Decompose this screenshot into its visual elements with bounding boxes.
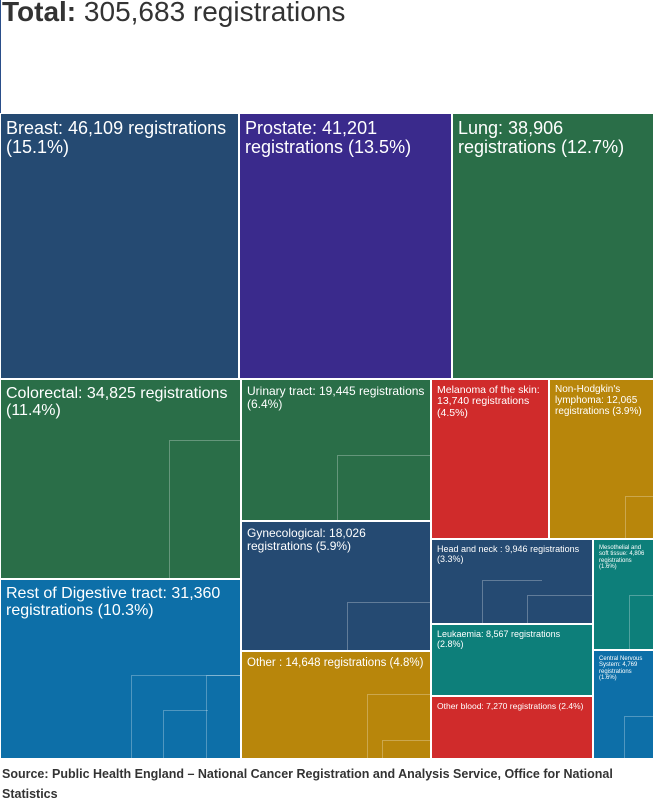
tile-subdivision bbox=[163, 710, 208, 758]
tile-head-and-neck[interactable]: Head and neck : 9,946 registrations (3.3… bbox=[431, 539, 593, 624]
tile-other-blood[interactable]: Other blood: 7,270 registrations (2.4%) bbox=[431, 696, 593, 759]
tile-label-colorectal: Colorectal: 34,825 registrations (11.4%) bbox=[6, 385, 228, 420]
tile-subdivision bbox=[347, 602, 430, 650]
tile-label-mesothelial-soft-tissue: Mesothelial and soft tissue: 4,806 regis… bbox=[599, 545, 645, 571]
tile-label-breast: Breast: 46,109 registrations (15.1%) bbox=[6, 118, 227, 158]
tile-lung[interactable]: Lung: 38,906 registrations (12.7%) bbox=[452, 113, 654, 379]
tile-subdivision bbox=[367, 694, 430, 758]
tile-label-rest-of-digestive-tract: Rest of Digestive tract: 31,360 registra… bbox=[6, 585, 221, 620]
tile-subdivision bbox=[625, 496, 653, 538]
tile-label-gynecological: Gynecological: 18,026 registrations (5.9… bbox=[247, 526, 366, 553]
tile-label-leukaemia: Leukaemia: 8,567 registrations (2.8%) bbox=[437, 629, 561, 649]
tile-leukaemia[interactable]: Leukaemia: 8,567 registrations (2.8%) bbox=[431, 624, 593, 696]
tile-label-lung: Lung: 38,906 registrations (12.7%) bbox=[458, 118, 625, 158]
tile-label-head-and-neck: Head and neck : 9,946 registrations (3.3… bbox=[437, 544, 580, 564]
tile-subdivision bbox=[131, 675, 240, 758]
tile-other[interactable]: Other : 14,648 registrations (4.8%) bbox=[241, 651, 431, 759]
tile-subdivision bbox=[482, 580, 542, 623]
source-note: Source: Public Health England – National… bbox=[2, 767, 613, 801]
tile-subdivision bbox=[382, 740, 430, 758]
tile-subdivision bbox=[629, 595, 653, 649]
tile-gynecological[interactable]: Gynecological: 18,026 registrations (5.9… bbox=[241, 521, 431, 651]
tile-rest-of-digestive-tract[interactable]: Rest of Digestive tract: 31,360 registra… bbox=[0, 579, 241, 759]
tile-colorectal[interactable]: Colorectal: 34,825 registrations (11.4%) bbox=[0, 379, 241, 579]
chart-title: Total: 305,683 registrations bbox=[2, 0, 345, 30]
tile-label-prostate: Prostate: 41,201 registrations (13.5%) bbox=[245, 118, 412, 158]
tile-label-central-nervous-system: Central Nervous System: 4,769 registrati… bbox=[599, 656, 643, 682]
tile-prostate[interactable]: Prostate: 41,201 registrations (13.5%) bbox=[239, 113, 452, 379]
tile-subdivision bbox=[624, 716, 653, 758]
tile-urinary-tract[interactable]: Urinary tract: 19,445 registrations (6.4… bbox=[241, 379, 431, 521]
tile-subdivision bbox=[337, 455, 430, 520]
tile-breast[interactable]: Breast: 46,109 registrations (15.1%) bbox=[0, 113, 239, 379]
tile-non-hodgkins-lymphoma[interactable]: Non-Hodgkin's lymphoma: 12,065 registrat… bbox=[549, 379, 654, 539]
tile-label-non-hodgkins-lymphoma: Non-Hodgkin's lymphoma: 12,065 registrat… bbox=[555, 384, 642, 417]
treemap: Breast: 46,109 registrations (15.1%) Pro… bbox=[0, 113, 654, 759]
tile-mesothelial-soft-tissue[interactable]: Mesothelial and soft tissue: 4,806 regis… bbox=[593, 539, 654, 650]
tile-subdivision bbox=[527, 595, 592, 623]
tile-label-melanoma: Melanoma of the skin: 13,740 registratio… bbox=[437, 384, 540, 419]
tile-label-urinary-tract: Urinary tract: 19,445 registrations (6.4… bbox=[247, 384, 425, 411]
tile-label-other: Other : 14,648 registrations (4.8%) bbox=[247, 657, 424, 669]
title-rest: 305,683 registrations bbox=[83, 0, 346, 27]
tile-subdivision bbox=[206, 675, 240, 758]
title-bold: Total: bbox=[2, 0, 77, 27]
tile-subdivision bbox=[169, 440, 240, 578]
left-edge-marker bbox=[0, 0, 1, 120]
tile-melanoma[interactable]: Melanoma of the skin: 13,740 registratio… bbox=[431, 379, 549, 539]
tile-label-other-blood: Other blood: 7,270 registrations (2.4%) bbox=[437, 701, 584, 711]
tile-central-nervous-system[interactable]: Central Nervous System: 4,769 registrati… bbox=[593, 650, 654, 759]
